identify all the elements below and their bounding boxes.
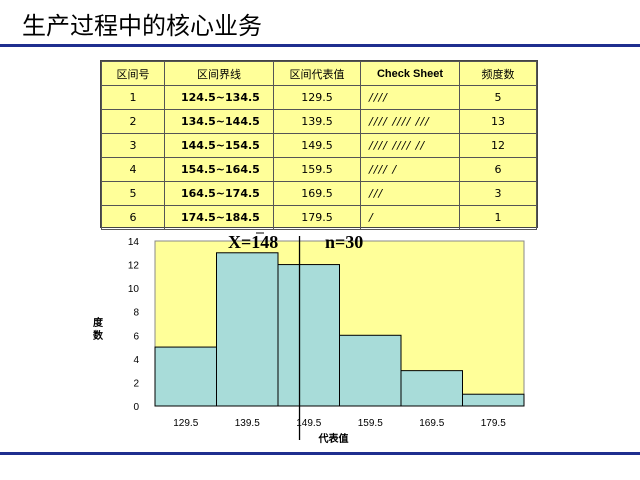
- x-tick-label: 149.5: [296, 418, 321, 429]
- cell-frequency: 13: [459, 109, 537, 134]
- cell-interval-no: 3: [101, 133, 165, 158]
- x-tick-label: 159.5: [358, 418, 383, 429]
- cell-interval-no: 2: [101, 109, 165, 134]
- page-title: 生产过程中的核心业务: [22, 12, 262, 40]
- y-tick-label: 6: [133, 331, 139, 342]
- cell-interval-no: 1: [101, 85, 165, 110]
- cell-rep-value: 139.5: [273, 109, 361, 134]
- cell-interval-bound: 124.5~134.5: [164, 85, 274, 110]
- mean-annotation: X=148: [228, 232, 278, 252]
- cell-tally: ///: [360, 181, 460, 206]
- cell-tally: //// //// ///: [360, 109, 460, 134]
- histogram-bar: [400, 370, 463, 407]
- cell-interval-bound: 174.5~184.5: [164, 205, 274, 230]
- cell-tally: //// /: [360, 157, 460, 182]
- y-tick-label: 12: [128, 261, 140, 272]
- x-tick-label: 139.5: [235, 418, 260, 429]
- footer-divider: [0, 452, 640, 455]
- y-tick-label: 10: [128, 284, 140, 295]
- cell-rep-value: 129.5: [273, 85, 361, 110]
- y-tick-label: 0: [133, 402, 139, 413]
- x-tick-label: 129.5: [173, 418, 198, 429]
- cell-interval-bound: 144.5~154.5: [164, 133, 274, 158]
- header-interval-no: 区间号: [101, 61, 165, 86]
- x-tick-label: 179.5: [481, 418, 506, 429]
- histogram-bar: [216, 252, 279, 407]
- table-row: 5 164.5~174.5 169.5 /// 3: [101, 181, 537, 206]
- table-header-row: 区间号 区间界线 区间代表值 Check Sheet 频度数: [101, 61, 537, 86]
- cell-tally: /: [360, 205, 460, 230]
- y-axis-label: 度: [93, 316, 104, 329]
- cell-interval-no: 5: [101, 181, 165, 206]
- cell-tally: ////: [360, 85, 460, 110]
- y-tick-label: 14: [128, 237, 140, 248]
- cell-tally: //// //// //: [360, 133, 460, 158]
- histogram-bar: [339, 334, 402, 407]
- y-axis-label: 数: [93, 329, 104, 342]
- y-tick-label: 8: [133, 308, 139, 319]
- cell-interval-bound: 154.5~164.5: [164, 157, 274, 182]
- table-row: 3 144.5~154.5 149.5 //// //// // 12: [101, 133, 537, 158]
- table-row: 6 174.5~184.5 179.5 / 1: [101, 205, 537, 230]
- table-row: 1 124.5~134.5 129.5 //// 5: [101, 85, 537, 110]
- y-tick-label: 2: [133, 378, 139, 389]
- histogram-bar: [154, 346, 217, 407]
- title-divider: [0, 44, 640, 47]
- cell-rep-value: 179.5: [273, 205, 361, 230]
- x-tick-label: 169.5: [419, 418, 444, 429]
- header-interval-bound: 区间界线: [164, 61, 274, 86]
- frequency-grid: 区间号 区间界线 区间代表值 Check Sheet 频度数 1 124.5~1…: [101, 61, 537, 230]
- cell-rep-value: 149.5: [273, 133, 361, 158]
- frequency-table: 区间号 区间界线 区间代表值 Check Sheet 频度数 1 124.5~1…: [100, 60, 538, 230]
- cell-interval-bound: 164.5~174.5: [164, 181, 274, 206]
- table-row: 2 134.5~144.5 139.5 //// //// /// 13: [101, 109, 537, 134]
- header-rep-value: 区间代表值: [273, 61, 361, 86]
- x-axis-label: 代表值: [318, 432, 349, 445]
- sample-size-annotation: n=30: [325, 232, 363, 252]
- cell-rep-value: 169.5: [273, 181, 361, 206]
- histogram-bar: [462, 393, 525, 407]
- cell-frequency: 1: [459, 205, 537, 230]
- y-tick-label: 4: [133, 355, 139, 366]
- histogram-bar: [277, 264, 340, 407]
